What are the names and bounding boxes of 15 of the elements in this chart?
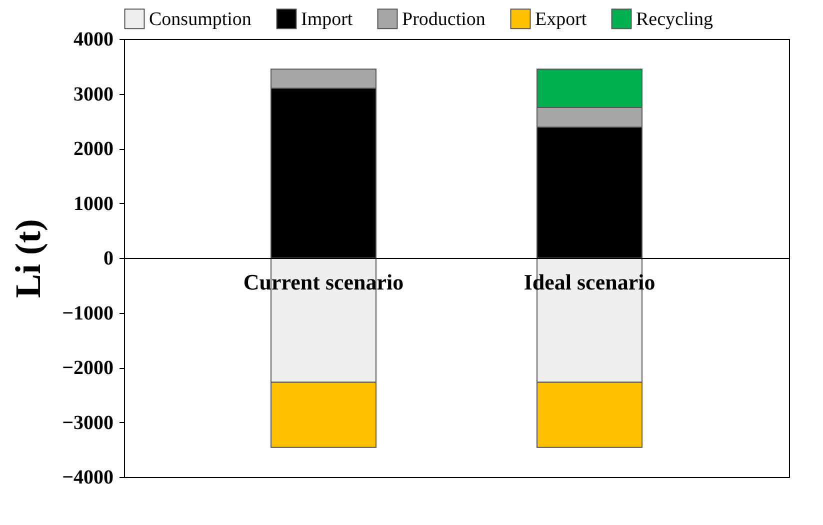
- y-tick-label: 1000: [74, 192, 114, 215]
- legend-label: Consumption: [149, 8, 252, 30]
- y-tick-label: 0: [104, 248, 114, 270]
- y-tick-label: −4000: [62, 466, 114, 488]
- y-tick-label: −2000: [62, 357, 114, 379]
- y-tick-label: 3000: [74, 83, 114, 106]
- y-tick-label: −1000: [62, 302, 114, 324]
- legend-label: Export: [535, 8, 588, 30]
- y-tick-label: 4000: [74, 28, 114, 50]
- y-tick-label: 2000: [74, 138, 114, 160]
- legend-label: Import: [301, 8, 354, 30]
- legend-label: Production: [402, 8, 486, 30]
- y-tick-label: −3000: [62, 412, 114, 434]
- legend-label: Recycling: [636, 8, 714, 30]
- y-axis-title: Li (t): [8, 219, 48, 298]
